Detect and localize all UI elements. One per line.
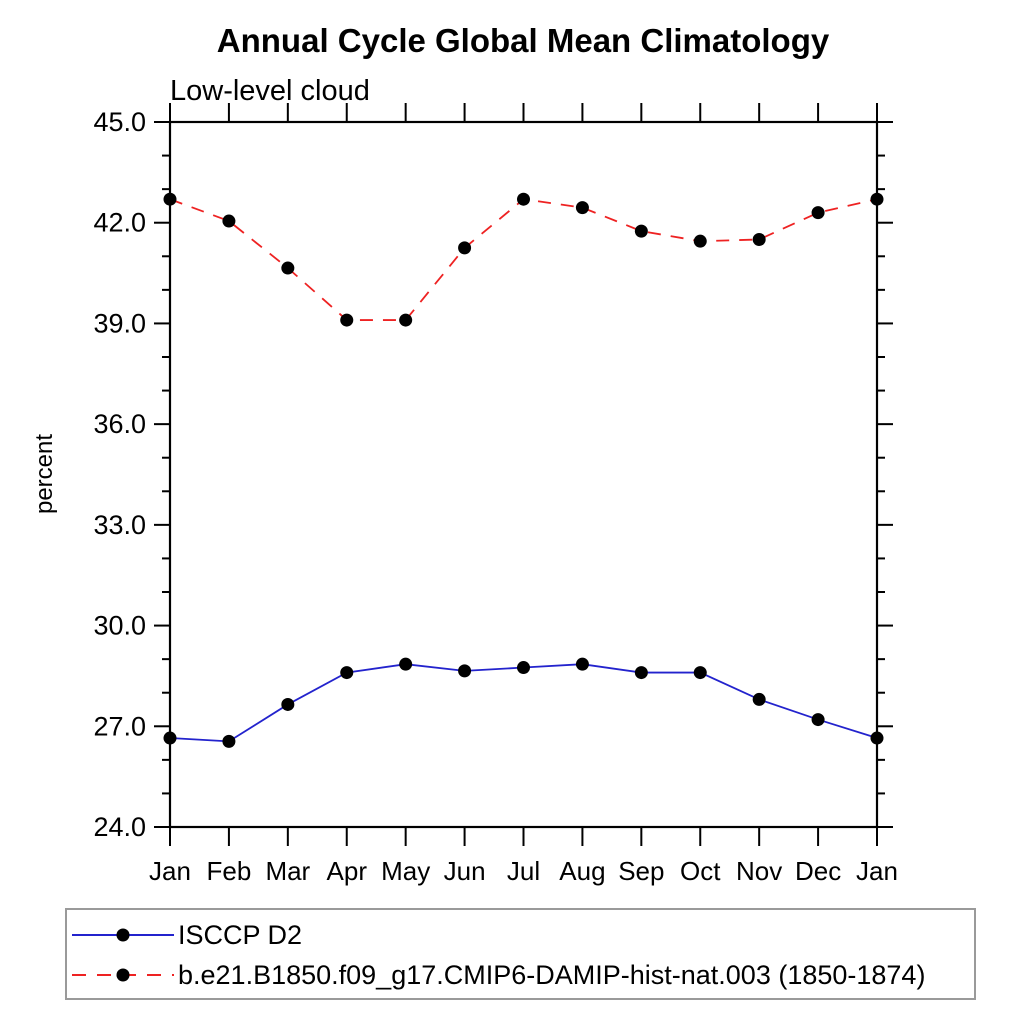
data-point-marker (811, 713, 825, 727)
data-point-marker (340, 313, 354, 327)
y-tick-label: 36.0 (93, 409, 146, 439)
y-tick-label: 27.0 (93, 711, 146, 741)
x-tick-label: Aug (559, 856, 605, 886)
data-point-marker (870, 731, 884, 745)
legend: ISCCP D2 b.e21.B1850.f09_g17.CMIP6-DAMIP… (65, 908, 976, 1000)
x-tick-label: Dec (795, 856, 841, 886)
data-point-marker (870, 192, 884, 206)
data-point-marker (163, 192, 177, 206)
plot-frame (168, 120, 879, 829)
data-point-marker (458, 241, 472, 255)
series-line-0 (169, 663, 878, 743)
data-point-marker (634, 666, 648, 680)
data-point-marker (222, 734, 236, 748)
data-point-marker (634, 224, 648, 238)
x-tick-label: Sep (618, 856, 664, 886)
data-point-marker (222, 214, 236, 228)
x-tick-label: Nov (736, 856, 782, 886)
data-point-marker (811, 206, 825, 220)
data-point-marker (752, 692, 766, 706)
x-tick-label: Oct (680, 856, 721, 886)
legend-label-model: b.e21.B1850.f09_g17.CMIP6-DAMIP-hist-nat… (178, 960, 926, 990)
data-point-marker (163, 731, 177, 745)
data-point-marker (340, 666, 354, 680)
data-point-marker (458, 664, 472, 678)
x-tick-label: May (381, 856, 430, 886)
data-point-marker (281, 697, 295, 711)
data-point-marker (575, 201, 589, 215)
y-tick-label: 45.0 (93, 107, 146, 137)
x-tick-label: Apr (327, 856, 368, 886)
data-point-marker (693, 234, 707, 248)
data-point-marker (517, 661, 530, 675)
series-layer (163, 192, 884, 748)
chart-subtitle: Low-level cloud (170, 75, 370, 107)
legend-item-isccp: ISCCP D2 (70, 918, 302, 952)
data-point-marker (281, 261, 295, 275)
series-line-1 (169, 198, 878, 321)
data-point-marker (399, 313, 413, 327)
x-tick-label: Mar (265, 856, 310, 886)
y-tick-label: 30.0 (93, 611, 146, 641)
legend-line-dashed-sample (72, 968, 174, 982)
data-point-marker (517, 192, 530, 206)
legend-marker-dot-icon (116, 928, 130, 942)
data-point-marker (752, 233, 766, 246)
y-axis-title: percent (31, 434, 58, 514)
x-tick-label: Jan (149, 856, 191, 886)
legend-item-model: b.e21.B1850.f09_g17.CMIP6-DAMIP-hist-nat… (70, 958, 925, 992)
data-point-marker (575, 657, 589, 671)
x-tick-label: Feb (207, 856, 252, 886)
data-point-marker (693, 666, 707, 680)
data-point-marker (399, 657, 413, 671)
y-tick-label: 42.0 (93, 208, 146, 238)
y-tick-label: 39.0 (93, 308, 146, 338)
x-tick-label: Jan (856, 856, 898, 886)
y-tick-label: 33.0 (93, 510, 146, 540)
legend-line-solid-sample (72, 928, 174, 942)
x-tick-label: Jul (507, 856, 540, 886)
chart-title: Annual Cycle Global Mean Climatology (217, 22, 830, 59)
y-tick-label: 24.0 (93, 812, 146, 842)
legend-marker-dot-icon (116, 968, 130, 982)
x-tick-label: Jun (444, 856, 486, 886)
axes-layer: 24.0 27.0 30.0 33.0 36.0 39.0 42.0 45.0 Jan Feb Ma… (93, 103, 898, 886)
legend-label-isccp: ISCCP D2 (178, 920, 303, 950)
